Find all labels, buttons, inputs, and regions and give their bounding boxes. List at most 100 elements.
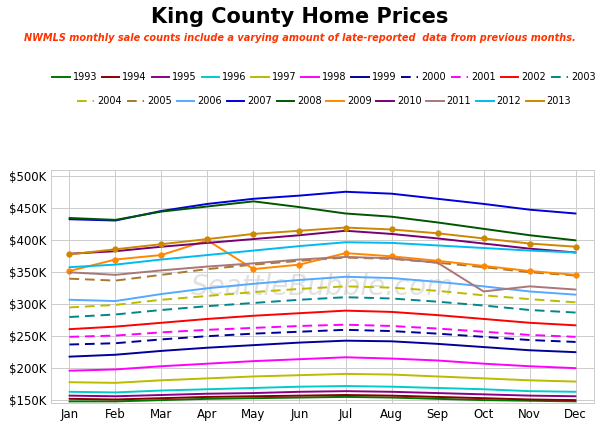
1998 xyxy=(112,367,119,372)
2007 xyxy=(158,208,165,214)
2011 xyxy=(572,287,579,292)
2011 xyxy=(480,289,487,294)
2013 xyxy=(112,247,119,252)
2000 xyxy=(112,341,119,346)
2011 xyxy=(158,268,165,273)
1994 xyxy=(112,397,119,402)
2003 xyxy=(66,314,73,320)
2006 xyxy=(158,291,165,296)
Line: 2009: 2009 xyxy=(67,238,578,278)
1997 xyxy=(342,371,349,377)
2001 xyxy=(572,334,579,340)
2012 xyxy=(388,240,395,245)
2004 xyxy=(250,290,257,295)
2001 xyxy=(480,329,487,334)
2002 xyxy=(388,309,395,314)
2001 xyxy=(158,330,165,335)
2006 xyxy=(112,298,119,303)
1994 xyxy=(434,394,441,399)
1994 xyxy=(296,393,303,398)
2007 xyxy=(66,217,73,222)
2001 xyxy=(112,333,119,338)
1995 xyxy=(342,388,349,394)
1996 xyxy=(388,384,395,389)
2011 xyxy=(204,264,211,269)
1994 xyxy=(158,395,165,401)
Line: 2008: 2008 xyxy=(70,201,575,240)
2009 xyxy=(204,238,211,243)
2002 xyxy=(66,327,73,332)
2008 xyxy=(158,209,165,214)
2004 xyxy=(112,302,119,307)
Line: 1999: 1999 xyxy=(70,341,575,357)
2009 xyxy=(112,257,119,262)
2013 xyxy=(388,227,395,232)
2003 xyxy=(480,303,487,308)
2007 xyxy=(204,201,211,207)
2003 xyxy=(388,296,395,301)
1993 xyxy=(526,398,533,403)
2004 xyxy=(526,296,533,302)
1993 xyxy=(112,399,119,404)
1997 xyxy=(388,372,395,377)
1997 xyxy=(572,379,579,384)
2000 xyxy=(526,337,533,343)
1999 xyxy=(296,340,303,345)
2005 xyxy=(480,265,487,270)
2007 xyxy=(388,191,395,196)
2011 xyxy=(526,284,533,289)
2009 xyxy=(572,272,579,277)
2000 xyxy=(204,334,211,339)
1999 xyxy=(342,338,349,343)
1998 xyxy=(250,358,257,364)
2011 xyxy=(388,255,395,261)
Text: NWMLS monthly sale counts include a varying amount of late-reported  data from p: NWMLS monthly sale counts include a vary… xyxy=(24,33,576,43)
2002 xyxy=(250,313,257,318)
1997 xyxy=(66,380,73,385)
1996 xyxy=(204,387,211,392)
1993 xyxy=(204,396,211,402)
2003 xyxy=(250,300,257,306)
2006 xyxy=(66,297,73,303)
1995 xyxy=(158,392,165,398)
2003 xyxy=(158,307,165,313)
Line: 2004: 2004 xyxy=(70,286,575,307)
2006 xyxy=(526,289,533,294)
2012 xyxy=(66,265,73,270)
2010 xyxy=(480,241,487,246)
Line: 1994: 1994 xyxy=(70,395,575,400)
2003 xyxy=(342,295,349,300)
2008 xyxy=(572,238,579,243)
2010 xyxy=(434,236,441,241)
1996 xyxy=(112,390,119,395)
1998 xyxy=(342,354,349,360)
2009 xyxy=(66,269,73,274)
2012 xyxy=(296,243,303,249)
2000 xyxy=(158,337,165,342)
Text: King County Home Prices: King County Home Prices xyxy=(151,7,449,27)
2003 xyxy=(434,299,441,304)
1997 xyxy=(526,378,533,383)
2009 xyxy=(158,252,165,258)
1995 xyxy=(526,393,533,398)
2013 xyxy=(480,236,487,241)
1996 xyxy=(66,389,73,395)
1993 xyxy=(480,398,487,403)
1998 xyxy=(526,364,533,369)
2001 xyxy=(250,325,257,330)
2013 xyxy=(250,232,257,237)
2006 xyxy=(296,277,303,283)
2002 xyxy=(526,320,533,325)
1994 xyxy=(480,395,487,401)
2011 xyxy=(296,257,303,262)
1995 xyxy=(250,391,257,396)
2010 xyxy=(250,236,257,242)
2003 xyxy=(204,303,211,309)
2003 xyxy=(572,310,579,315)
2010 xyxy=(572,250,579,255)
2004 xyxy=(342,284,349,289)
Legend: 1993, 1994, 1995, 1996, 1997, 1998, 1999, 2000, 2001, 2002, 2003: 1993, 1994, 1995, 1996, 1997, 1998, 1999… xyxy=(52,72,596,82)
1999 xyxy=(388,339,395,344)
Line: 2005: 2005 xyxy=(70,258,575,281)
1993 xyxy=(434,396,441,402)
